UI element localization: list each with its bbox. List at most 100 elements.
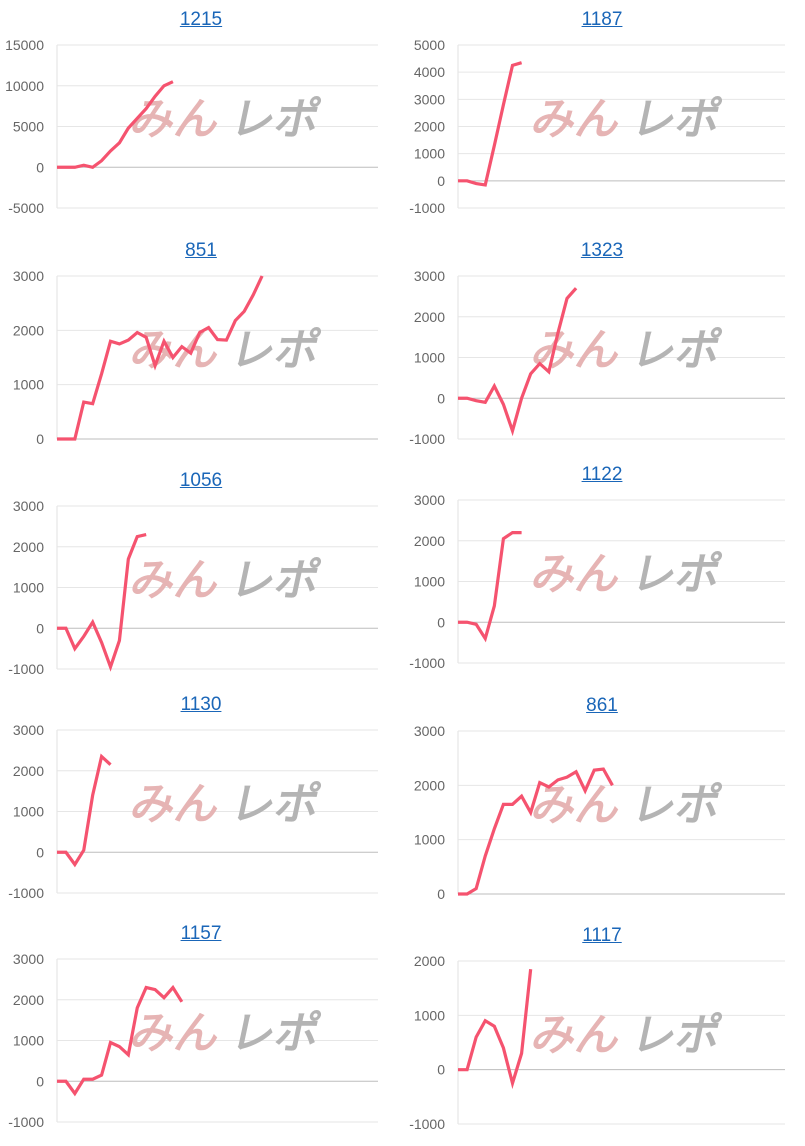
y-tick-label: 0 [36, 431, 44, 447]
chart-card: 3000 2000 1000 0 -1000 みんレポ 1130 [0, 685, 402, 915]
watermark-logo: みんレポ [126, 94, 325, 144]
y-tick-label: 1000 [414, 1007, 445, 1023]
chart-title-link[interactable]: 1130 [0, 694, 402, 716]
watermark-logo: みんレポ [126, 555, 325, 605]
watermark-text-repo: レポ [627, 94, 726, 144]
line-chart: 3000 2000 1000 0 -1000 みんレポ [0, 914, 402, 1144]
line-chart: 2000 1000 0 -1000 みんレポ [401, 916, 803, 1146]
watermark-text-min: みん [527, 780, 626, 830]
y-tick-label: -5000 [8, 200, 44, 216]
y-tick-label: 3000 [414, 723, 445, 739]
line-chart: 3000200010000-1000みんレポ [401, 455, 803, 685]
y-tick-label: 2000 [13, 763, 44, 779]
y-tick-label: 2000 [414, 309, 445, 325]
y-tick-label: 5000 [414, 37, 445, 53]
watermark-text-repo: レポ [627, 1010, 726, 1060]
chart-card: 3000 2000 1000 0 -1000 みんレポ 1056 [0, 461, 402, 691]
watermark-text-min: みん [126, 1008, 225, 1058]
y-tick-label: 1000 [13, 580, 44, 596]
y-tick-label: 1000 [13, 377, 44, 393]
watermark-text-min: みん [126, 779, 225, 829]
watermark-logo: みんレポ [527, 1010, 726, 1060]
line-chart: 150001000050000-5000みんレポ [0, 0, 402, 230]
y-tick-label: 2000 [414, 777, 445, 793]
y-tick-label: 3000 [414, 268, 445, 284]
watermark-text-repo: レポ [226, 779, 325, 829]
line-chart: 500040003000200010000-1000みんレポ [401, 0, 803, 230]
chart-title-link[interactable]: 1117 [401, 925, 803, 947]
watermark-text-repo: レポ [226, 555, 325, 605]
chart-title-link[interactable]: 1056 [0, 470, 402, 492]
chart-card: 2000 1000 0 -1000 みんレポ 1117 [401, 916, 803, 1146]
y-tick-label: 1000 [414, 350, 445, 366]
y-tick-label: 2000 [13, 992, 44, 1008]
chart-title-link[interactable]: 861 [401, 695, 803, 717]
watermark-text-repo: レポ [226, 1008, 325, 1058]
y-tick-label: 3000 [13, 268, 44, 284]
y-tick-label: 2000 [414, 953, 445, 969]
line-chart: 3000 2000 1000 0 -1000 みんレポ [0, 685, 402, 915]
y-tick-label: -1000 [409, 655, 445, 671]
chart-title-link[interactable]: 1323 [401, 240, 803, 262]
y-tick-label: 0 [437, 886, 445, 902]
series-line [458, 63, 522, 185]
y-tick-label: 2000 [414, 119, 445, 135]
watermark-text-min: みん [527, 94, 626, 144]
watermark-text-min: みん [527, 325, 626, 375]
y-tick-label: -1000 [409, 200, 445, 216]
y-tick-label: 3000 [13, 951, 44, 967]
y-tick-label: 3000 [13, 722, 44, 738]
watermark-text-min: みん [126, 555, 225, 605]
y-tick-label: 1000 [13, 804, 44, 820]
y-tick-label: 0 [437, 390, 445, 406]
y-tick-label: -1000 [8, 661, 44, 677]
y-tick-label: 4000 [414, 64, 445, 80]
watermark-text-repo: レポ [627, 549, 726, 599]
y-tick-label: -1000 [8, 885, 44, 901]
series-line [57, 756, 111, 864]
chart-card: 3000 2000 1000 0 -1000 みんレポ 1157 [0, 914, 402, 1144]
y-tick-label: 1000 [13, 1033, 44, 1049]
watermark-text-repo: レポ [627, 780, 726, 830]
y-tick-label: -1000 [409, 1116, 445, 1132]
line-chart: 3000200010000-1000みんレポ [401, 231, 803, 461]
y-tick-label: 0 [437, 173, 445, 189]
y-tick-label: 10000 [5, 78, 44, 94]
watermark-logo: みんレポ [527, 780, 726, 830]
y-tick-label: 3000 [13, 498, 44, 514]
watermark-logo: みんレポ [126, 1008, 325, 1058]
chart-title-link[interactable]: 1157 [0, 923, 402, 945]
y-tick-label: 0 [36, 620, 44, 636]
line-chart: 3000 2000 1000 0 -1000 みんレポ [0, 461, 402, 691]
y-tick-label: 0 [36, 844, 44, 860]
chart-title-link[interactable]: 1122 [401, 464, 803, 486]
watermark-text-min: みん [527, 1010, 626, 1060]
line-chart: 3000200010000みんレポ [401, 686, 803, 916]
watermark-logo: みんレポ [126, 325, 325, 375]
watermark-text-min: みん [527, 549, 626, 599]
y-tick-label: 15000 [5, 37, 44, 53]
line-chart: 3000200010000みんレポ [0, 231, 402, 461]
chart-title-link[interactable]: 851 [0, 240, 402, 262]
y-tick-label: 2000 [414, 533, 445, 549]
watermark-text-repo: レポ [226, 325, 325, 375]
y-tick-label: -1000 [8, 1114, 44, 1130]
y-tick-label: -1000 [409, 431, 445, 447]
watermark-logo: みんレポ [527, 94, 726, 144]
y-tick-label: 0 [437, 1062, 445, 1078]
chart-title-link[interactable]: 1187 [401, 9, 803, 31]
y-tick-label: 3000 [414, 492, 445, 508]
watermark-logo: みんレポ [126, 779, 325, 829]
y-tick-label: 2000 [13, 539, 44, 555]
watermark-text-repo: レポ [226, 94, 325, 144]
y-tick-label: 3000 [414, 91, 445, 107]
y-tick-label: 0 [36, 1073, 44, 1089]
watermark-text-min: みん [126, 94, 225, 144]
chart-title-link[interactable]: 1215 [0, 9, 402, 31]
